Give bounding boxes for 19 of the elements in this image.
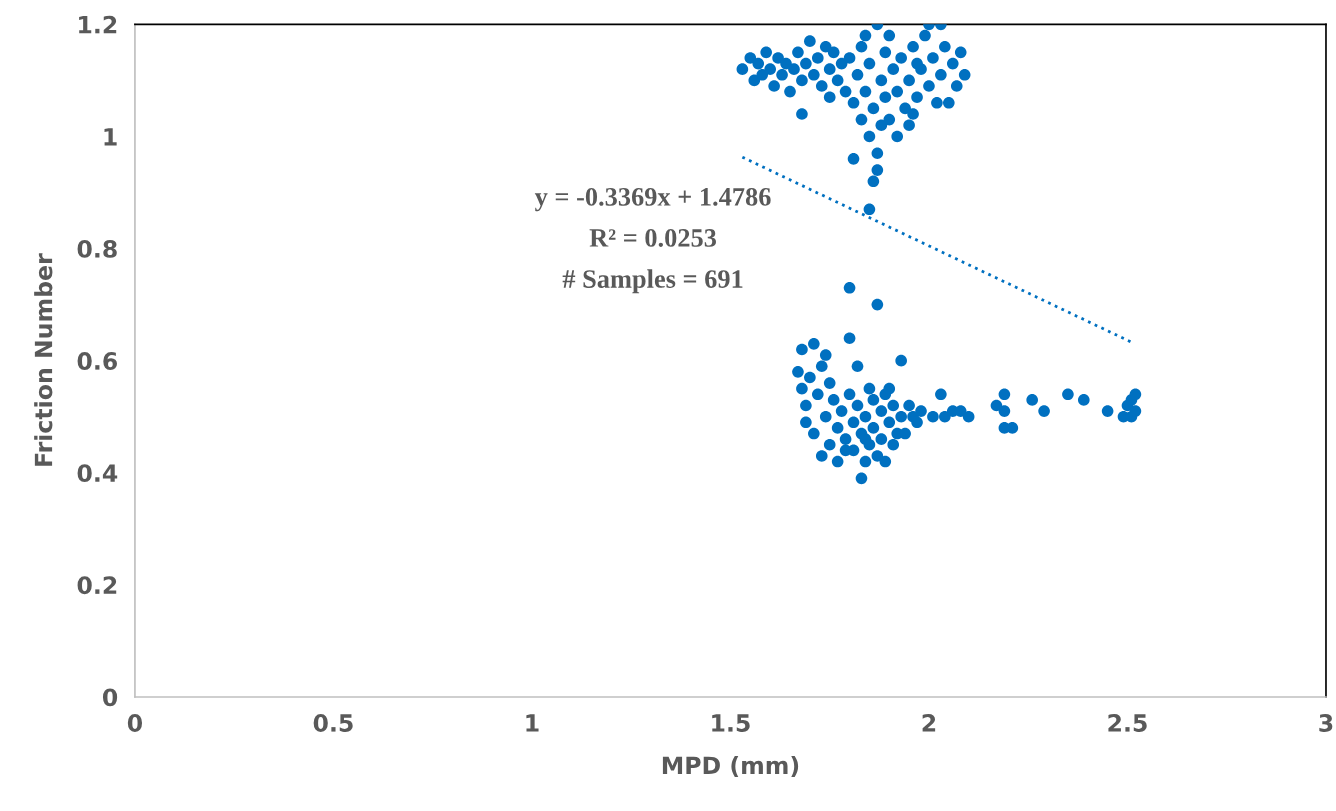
y-tick-label: 0.4 [77, 464, 118, 483]
x-axis-title: MPD (mm) [662, 755, 799, 777]
x-tick-label: 0.5 [313, 714, 353, 732]
x-tick-label: 3 [1319, 714, 1333, 732]
x-tick-label: 1.5 [712, 714, 750, 732]
y-tick-label: 1 [104, 128, 117, 146]
x-tick-label: 2 [922, 714, 936, 732]
x-tick-label: 2.5 [1108, 714, 1147, 732]
x-tick-label: 1 [526, 714, 539, 732]
y-tick-label: 0.2 [77, 576, 117, 595]
y-axis-title: Friction Number [34, 253, 53, 466]
annotation: R² = 0.0253 [589, 229, 717, 247]
y-tick-label: 0.6 [77, 352, 117, 370]
annotation: # Samples = 691 [562, 269, 743, 294]
y-tick-label: 0 [102, 688, 118, 707]
annotation: y = -0.3369x + 1.4786 [534, 187, 771, 212]
y-tick-label: 1.2 [79, 15, 117, 34]
x-tick-label: 0 [127, 714, 143, 732]
y-tick-label: 0.8 [77, 239, 117, 258]
